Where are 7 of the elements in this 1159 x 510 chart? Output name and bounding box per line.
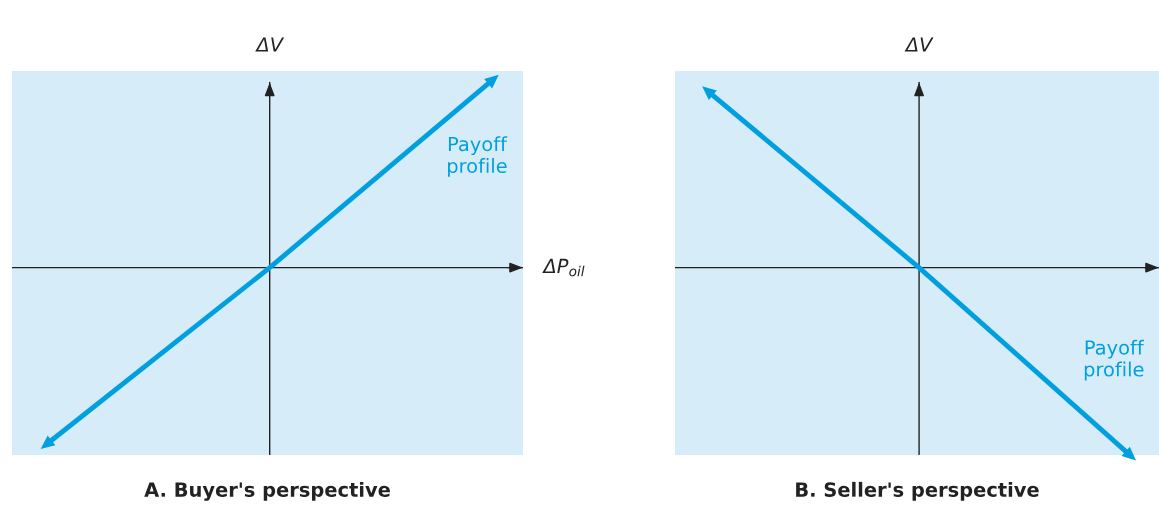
annotation: Payoff profile	[1084, 339, 1145, 381]
annotation: Payoff profile	[448, 136, 508, 177]
y-axis-title: ΔV	[255, 37, 285, 52]
text: B. Seller's perspective	[796, 481, 1039, 501]
text: A. Buyer's perspective	[144, 481, 390, 501]
x-axis-title: ΔP$_{oil}$	[542, 258, 585, 277]
y-axis-title: ΔV	[904, 37, 934, 52]
